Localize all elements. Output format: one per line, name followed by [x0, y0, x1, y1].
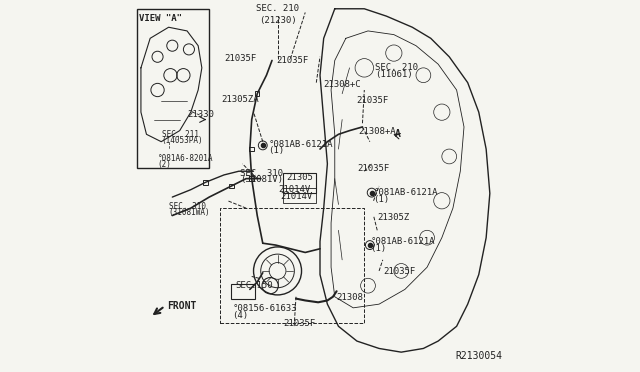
Text: (1): (1) [374, 195, 390, 204]
Text: SEC. 310: SEC. 310 [168, 202, 205, 211]
Bar [283, 173, 316, 193]
Text: (21230): (21230) [259, 16, 296, 25]
Text: 21308: 21308 [336, 293, 363, 302]
Bar [250, 147, 254, 151]
Text: (11061): (11061) [374, 70, 412, 79]
Bar [137, 9, 209, 167]
Text: SEC. 310: SEC. 310 [240, 169, 283, 177]
Text: °081A6-8201A: °081A6-8201A [157, 154, 213, 163]
Text: SEC. 210: SEC. 210 [374, 63, 418, 72]
Text: 21305ZA: 21305ZA [221, 95, 259, 104]
Text: °081AB-6121A: °081AB-6121A [268, 140, 333, 149]
Text: (2): (2) [157, 160, 172, 170]
Text: FRONT: FRONT [167, 301, 196, 311]
Text: SEC. 211: SEC. 211 [162, 130, 198, 139]
Text: 21014V: 21014V [278, 185, 310, 194]
Bar [250, 176, 254, 181]
Text: 21035F: 21035F [356, 96, 388, 105]
Text: °08156-61633: °08156-61633 [232, 304, 296, 313]
Text: SEC.150: SEC.150 [235, 281, 273, 290]
Text: 21305Z: 21305Z [378, 213, 410, 222]
Text: (31081WA): (31081WA) [168, 208, 211, 218]
Text: R2130054: R2130054 [456, 352, 503, 361]
Text: (31081V): (31081V) [240, 175, 283, 184]
Text: (1): (1) [370, 244, 387, 253]
Bar [229, 184, 234, 188]
Text: A: A [396, 129, 401, 139]
Text: 21035F: 21035F [225, 54, 257, 63]
Bar [283, 188, 316, 203]
Text: (14053PA): (14053PA) [162, 137, 204, 145]
Text: °081AB-6121A: °081AB-6121A [370, 237, 435, 246]
Bar [255, 92, 259, 96]
Bar [232, 284, 255, 299]
Text: 21308+C: 21308+C [324, 80, 362, 89]
Text: 21035F: 21035F [383, 267, 416, 276]
Text: 21035F: 21035F [283, 319, 315, 328]
Text: °081AB-6121A: °081AB-6121A [374, 188, 438, 197]
Bar [204, 180, 208, 185]
Text: 21330: 21330 [187, 109, 214, 119]
Text: (4): (4) [232, 311, 248, 320]
Text: VIEW "A": VIEW "A" [139, 14, 182, 23]
Text: 21035F: 21035F [276, 56, 308, 65]
Text: 21035F: 21035F [358, 164, 390, 173]
Text: 21305: 21305 [286, 173, 313, 182]
Text: 21014V: 21014V [280, 192, 312, 201]
Text: 21308+A: 21308+A [358, 127, 396, 136]
Text: (1): (1) [268, 147, 284, 155]
Text: SEC. 210: SEC. 210 [256, 4, 299, 13]
